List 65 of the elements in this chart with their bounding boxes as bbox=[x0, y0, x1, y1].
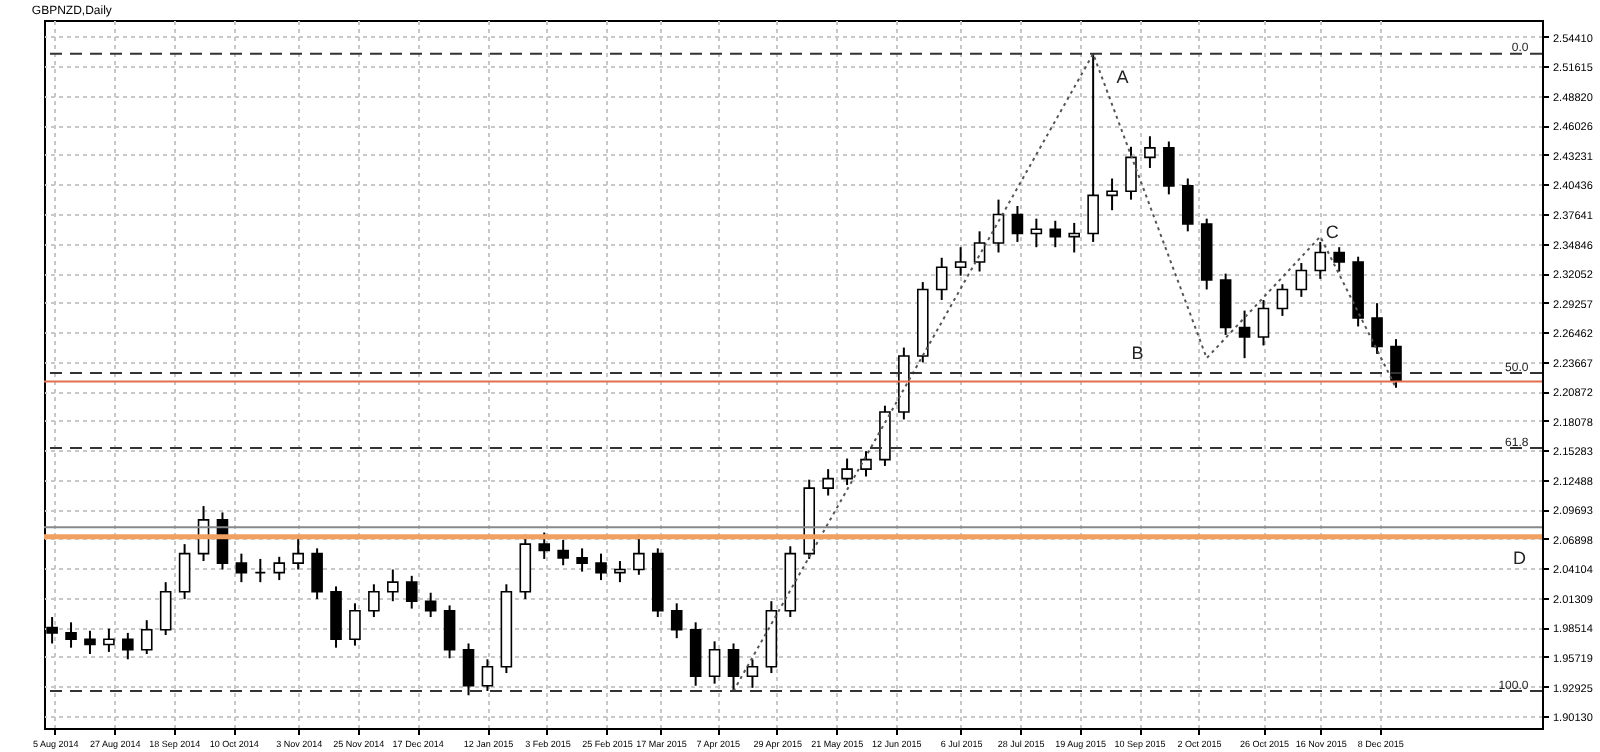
candlestick bbox=[670, 602, 683, 640]
candlestick bbox=[443, 604, 456, 660]
candlestick bbox=[519, 533, 532, 601]
candlestick bbox=[538, 531, 551, 560]
candlestick bbox=[576, 547, 588, 573]
candlestick bbox=[103, 627, 115, 653]
candlestick bbox=[1295, 262, 1308, 298]
candlestick bbox=[424, 591, 437, 619]
candlestick bbox=[292, 536, 304, 571]
candlestick bbox=[387, 568, 399, 603]
candlestick bbox=[1371, 302, 1383, 355]
candlestick bbox=[841, 457, 853, 486]
candlestick bbox=[1011, 204, 1024, 243]
candlestick bbox=[462, 642, 475, 697]
candlestick bbox=[254, 557, 267, 584]
candlestick bbox=[822, 468, 834, 497]
candlestick bbox=[1163, 140, 1175, 196]
candlestick bbox=[1238, 309, 1251, 360]
candlestick bbox=[235, 552, 248, 584]
candlestick bbox=[1144, 135, 1156, 169]
candlestick bbox=[140, 619, 153, 656]
candlestick bbox=[727, 642, 740, 693]
candlestick bbox=[1125, 145, 1137, 201]
candlestick bbox=[689, 621, 702, 687]
candlestick bbox=[746, 658, 759, 689]
candlestick bbox=[879, 404, 891, 467]
candlestick bbox=[973, 230, 986, 273]
candlestick bbox=[935, 256, 948, 302]
candlestick bbox=[557, 538, 569, 567]
candlestick bbox=[1087, 52, 1099, 243]
candlestick bbox=[614, 560, 626, 584]
candlestick bbox=[1257, 299, 1270, 347]
candlestick bbox=[595, 552, 607, 582]
candlestick bbox=[65, 621, 77, 649]
candlestick bbox=[1276, 283, 1289, 317]
candlestick bbox=[405, 574, 418, 610]
candlestick bbox=[633, 533, 645, 576]
candlestick bbox=[954, 246, 967, 277]
annotation: C bbox=[1325, 222, 1340, 243]
line-series bbox=[732, 52, 1397, 693]
candlestick bbox=[1106, 177, 1118, 212]
annotation: B bbox=[1131, 342, 1144, 363]
candlestick bbox=[368, 583, 380, 619]
candlestick bbox=[273, 555, 286, 582]
annotation: D bbox=[1513, 548, 1528, 569]
candlestick bbox=[84, 629, 96, 656]
candlestick bbox=[1390, 338, 1402, 389]
candlestick bbox=[349, 602, 361, 647]
candlestick bbox=[1049, 219, 1062, 249]
candlestick bbox=[992, 198, 1005, 254]
candlestick bbox=[311, 547, 323, 601]
candlestick bbox=[860, 450, 872, 478]
candlestick bbox=[1068, 221, 1081, 254]
candlestick bbox=[159, 581, 172, 637]
candlestick bbox=[330, 585, 342, 649]
candlestick bbox=[1314, 240, 1327, 280]
annotation: A bbox=[1116, 66, 1129, 87]
candlestick bbox=[1181, 177, 1194, 233]
candlestick bbox=[1219, 272, 1232, 336]
candlestick bbox=[1333, 246, 1345, 273]
candlestick bbox=[708, 640, 721, 685]
candlestick bbox=[178, 543, 191, 601]
candlestick bbox=[481, 658, 494, 693]
candlestick bbox=[1030, 217, 1043, 249]
candlestick bbox=[122, 631, 134, 661]
